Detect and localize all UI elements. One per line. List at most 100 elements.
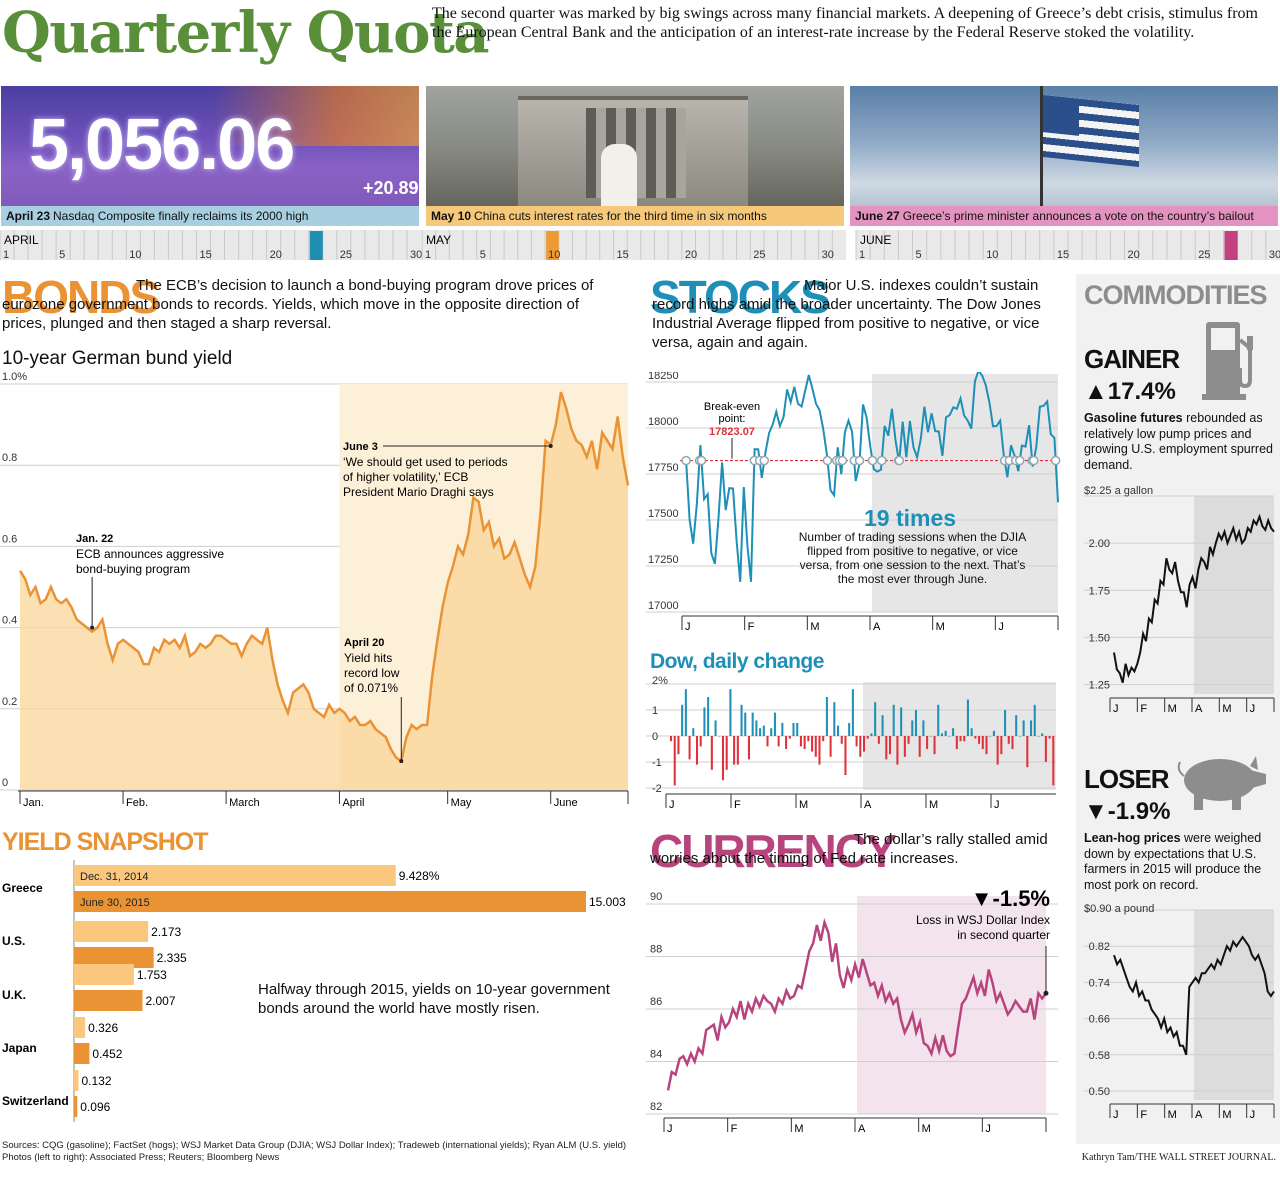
currency-title: CURRENCY — [650, 825, 897, 877]
currency-text: The dollar’s rally stalled amid worries … — [650, 831, 1048, 867]
footer-photos: Photos (left to right): Associated Press… — [2, 1152, 280, 1163]
hogs-line — [1113, 935, 1275, 1056]
dow-daily-bar — [966, 699, 969, 736]
yield-value-label: 0.096 — [80, 1100, 110, 1114]
photo-caption-3: June 27 Greece’s prime minister announces… — [850, 206, 1278, 226]
yield-value-label: 0.452 — [92, 1047, 122, 1061]
yield-country-label: Switzerland — [2, 1094, 69, 1108]
dow-y-tick: -2 — [652, 783, 662, 795]
dollar-y-tick: 84 — [650, 1049, 662, 1061]
dollar-y-tick: 86 — [650, 996, 662, 1008]
photo-cyclist — [601, 144, 637, 210]
dow-daily-bar — [788, 736, 791, 739]
times-text: Number of trading sessions when the DJIA… — [798, 530, 1027, 586]
timeline-month-label: APRIL — [4, 233, 39, 247]
dow-daily-bar — [822, 736, 825, 742]
yield-bar — [74, 1017, 86, 1038]
dow-daily-bar — [1048, 736, 1051, 739]
dow-daily-bar — [844, 736, 847, 775]
caption-text: China cuts interest rates for the third … — [474, 209, 767, 223]
dow-daily-bar — [874, 702, 877, 736]
dow-daily-bar — [825, 697, 828, 736]
timeline-day-label: 30 — [1269, 249, 1280, 261]
gasoline-x-label: J — [1113, 703, 1119, 715]
yield-value-label: 0.132 — [82, 1074, 112, 1088]
dow-daily-bar — [699, 736, 702, 747]
dow-y-tick: 0 — [652, 731, 658, 743]
dow-daily-bar — [859, 736, 862, 757]
photo-caption-2: May 10 China cuts interest rates for the … — [426, 206, 844, 226]
yield-country-label: Japan — [2, 1041, 37, 1055]
hogs-x-label: M — [1168, 1109, 1177, 1121]
hogs-y-tick: 0.82 — [1089, 941, 1110, 953]
yield-bar — [74, 1043, 90, 1064]
dow-daily-bar — [688, 736, 691, 760]
dow-daily-bar — [948, 736, 951, 737]
djia-x-label: J — [685, 621, 691, 633]
dollar-x-label: J — [985, 1123, 991, 1135]
yield-bar — [74, 865, 396, 886]
dow-daily-bar — [855, 736, 858, 747]
timeline-day-label: 30 — [410, 249, 422, 261]
dow-daily-bar — [992, 730, 995, 736]
dow-daily-bar — [1015, 715, 1018, 736]
dow-daily-bar — [692, 728, 695, 736]
djia-crossing-dot — [1015, 455, 1025, 466]
dollar-x-label: A — [858, 1123, 866, 1135]
yield-series-legend: Dec. 31, 2014 — [80, 871, 149, 883]
currency-note-l2: in second quarter — [957, 928, 1050, 942]
yield-bar — [74, 1070, 79, 1091]
dow-daily-bar — [781, 723, 784, 736]
timeline-day-label: 10 — [548, 249, 560, 261]
dow-daily-bar — [1011, 736, 1014, 749]
djia-y-tick: 17250 — [648, 554, 679, 566]
dow-daily-bar — [896, 736, 899, 765]
dow-daily-bar — [747, 736, 750, 760]
dow-daily-bar — [929, 736, 932, 737]
dow-daily-bar — [870, 733, 873, 736]
dollar-x-label: F — [731, 1123, 738, 1135]
hogs-x-label: A — [1195, 1109, 1203, 1121]
dow-daily-bar — [803, 736, 806, 749]
yield-note: Halfway through 2015, yields on 10-year … — [258, 981, 610, 1017]
timeline-month-1 — [422, 230, 846, 260]
dow-daily-bar — [707, 697, 710, 736]
djia-x-label: A — [873, 621, 881, 633]
hogs-x-label: F — [1140, 1109, 1147, 1121]
hogs-y-tick: 0.50 — [1089, 1086, 1110, 1098]
bund-annotations — [90, 444, 553, 764]
djia-crossing-dot — [822, 455, 833, 466]
ann-apr-l2: record low — [344, 666, 400, 680]
dow-x-label: F — [734, 799, 741, 811]
currency-note-l1: Loss in WSJ Dollar Index — [916, 913, 1050, 927]
dollar-line — [666, 917, 1048, 1091]
dow-daily-bar — [751, 712, 754, 736]
gainer-desc: rebounded as relatively low pump prices … — [1084, 411, 1273, 472]
photo-caption-1: April 23 Nasdaq Composite finally reclaim… — [1, 206, 419, 226]
dow-daily-bar — [863, 736, 866, 752]
yield-bar — [74, 947, 154, 968]
loser-label: LOSER — [1084, 764, 1170, 794]
ann-apr-dot — [399, 759, 404, 764]
dow-y-tick: 2% — [652, 676, 668, 687]
bund-x-label: June — [554, 797, 578, 809]
photo-board-value: 5,056.06 — [29, 105, 295, 185]
yield-value-label: 1.753 — [137, 968, 167, 982]
timeline-day-label: 15 — [1057, 249, 1069, 261]
dow-daily-bar — [1044, 736, 1047, 762]
timeline-highlight-2 — [1224, 231, 1238, 260]
ann-jun-date: June 3 — [343, 441, 378, 453]
photo-flagpole — [1040, 86, 1043, 206]
ann-apr-l3: of 0.071% — [344, 681, 398, 695]
ann-jan-dot — [90, 625, 95, 630]
dow-daily-bar — [796, 723, 799, 736]
timeline-highlight-1 — [546, 231, 559, 260]
bund-x-label: March — [229, 797, 260, 809]
yield-bar — [74, 990, 143, 1011]
dow-daily-bar — [885, 736, 888, 760]
dow-daily-bar — [1007, 736, 1010, 744]
yield-series-legend: June 30, 2015 — [80, 897, 150, 909]
gasoline-chart: 1.25 1.50 1.75 2.00 $2.25 a gallon J F M A M J — [1084, 485, 1275, 715]
dow-daily-bar — [733, 736, 736, 765]
dow-daily-bar — [762, 725, 765, 736]
